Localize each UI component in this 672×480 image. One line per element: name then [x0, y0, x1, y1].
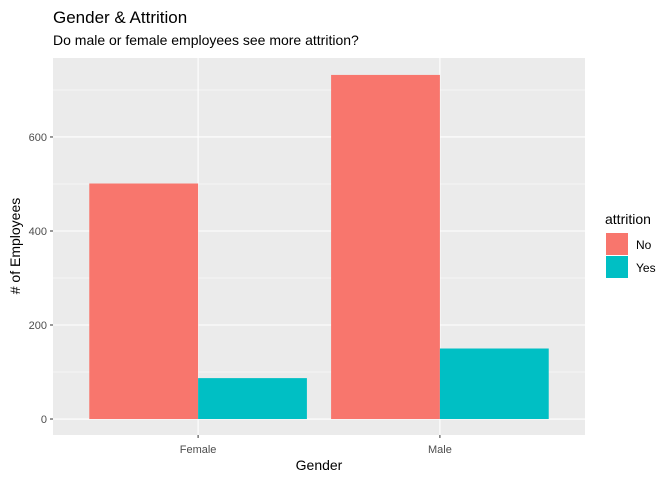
bars: [89, 74, 549, 420]
legend-key-yes: [606, 256, 628, 278]
y-tick-label: 0: [41, 414, 47, 426]
x-tick-label: Male: [428, 444, 452, 456]
chart-title: Gender & Attrition: [53, 8, 187, 27]
y-tick-label: 600: [29, 132, 47, 144]
legend-key-no: [606, 233, 628, 255]
x-axis-title: Gender: [296, 457, 343, 473]
legend-title: attrition: [605, 211, 651, 227]
chart-subtitle: Do male or female employees see more att…: [53, 32, 359, 48]
bar-male-yes: [439, 348, 549, 420]
legend-label: Yes: [636, 261, 656, 275]
bar-male-no: [331, 74, 440, 420]
legend: attrition No Yes: [605, 211, 656, 278]
y-axis-title: # of Employees: [7, 198, 23, 295]
bar-female-yes: [198, 378, 307, 420]
y-axis: 0 200 400 600: [29, 132, 53, 426]
x-axis: Female Male: [180, 435, 452, 456]
x-tick-label: Female: [180, 444, 217, 456]
y-tick-label: 200: [29, 320, 47, 332]
legend-label: No: [636, 238, 652, 252]
bar-female-no: [89, 183, 199, 420]
y-tick-label: 400: [29, 226, 47, 238]
